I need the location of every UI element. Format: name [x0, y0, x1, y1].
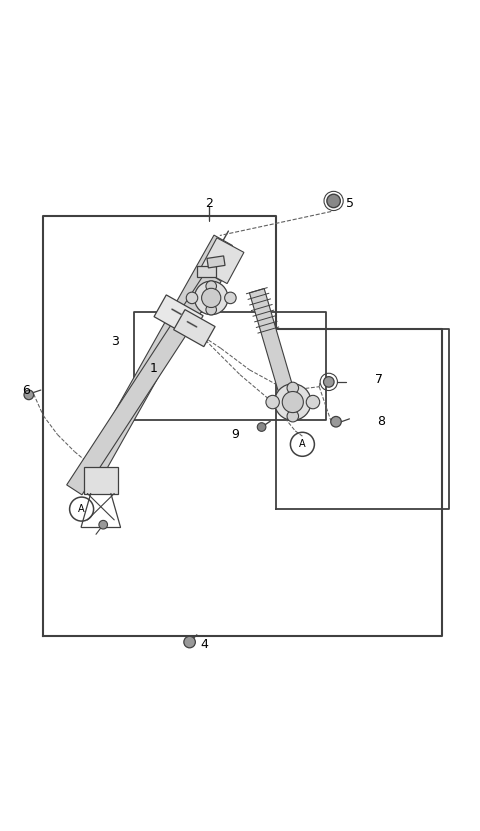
Circle shape: [282, 391, 303, 413]
Circle shape: [287, 382, 299, 394]
Polygon shape: [200, 238, 244, 283]
Text: A: A: [299, 440, 306, 450]
Polygon shape: [84, 235, 232, 476]
Polygon shape: [154, 295, 203, 337]
Polygon shape: [197, 265, 216, 278]
Text: 7: 7: [375, 373, 383, 386]
Circle shape: [257, 423, 266, 431]
Circle shape: [331, 416, 341, 427]
Circle shape: [206, 281, 216, 292]
Polygon shape: [250, 288, 293, 391]
Text: 4: 4: [200, 638, 208, 651]
Circle shape: [324, 376, 334, 387]
Text: 9: 9: [231, 428, 239, 441]
Circle shape: [184, 637, 195, 648]
Circle shape: [306, 396, 320, 409]
Text: 1: 1: [150, 362, 157, 376]
Text: 3: 3: [111, 335, 119, 347]
Text: 8: 8: [378, 415, 385, 428]
Text: A: A: [78, 504, 85, 514]
Polygon shape: [174, 310, 215, 347]
Circle shape: [24, 390, 34, 400]
Circle shape: [202, 288, 221, 307]
Circle shape: [206, 304, 216, 315]
Circle shape: [186, 293, 198, 303]
Circle shape: [266, 396, 279, 409]
Polygon shape: [67, 271, 221, 494]
Text: 2: 2: [205, 197, 213, 210]
Circle shape: [99, 520, 108, 529]
Circle shape: [194, 281, 228, 315]
Circle shape: [275, 384, 311, 420]
Bar: [84, 467, 118, 494]
Text: 6: 6: [23, 384, 30, 396]
Circle shape: [225, 293, 236, 303]
Circle shape: [327, 194, 340, 208]
Circle shape: [287, 411, 299, 422]
Text: 5: 5: [347, 197, 354, 210]
Polygon shape: [207, 256, 225, 268]
